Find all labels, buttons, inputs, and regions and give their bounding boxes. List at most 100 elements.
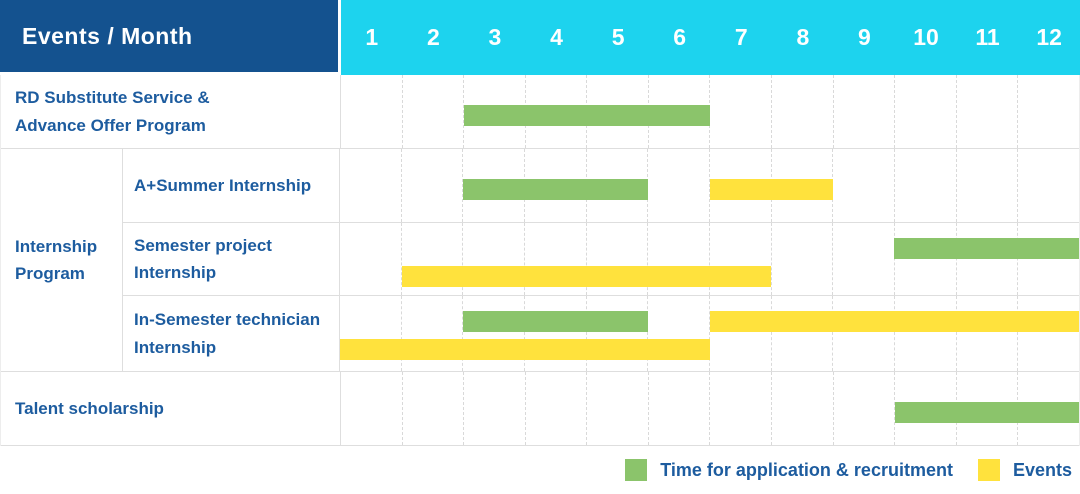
gantt-track-a-summer [340,149,1079,222]
month-column [771,372,833,445]
internship-program-subrows: A+Summer Internship Semester project Int… [123,149,1079,371]
gantt-track-in-semester [340,296,1079,371]
month-column [463,372,525,445]
row-label-text: Talent scholarship [15,398,164,418]
legend-label: Time for application & recruitment [660,459,953,480]
green-swatch-icon [625,459,648,481]
month-column [585,223,648,295]
month-label: 4 [550,24,563,50]
row-label-semester-project: Semester project Internship [123,223,340,295]
month-column [1017,296,1079,371]
gantt-bar-yellow [709,179,833,200]
month-label: 12 [1036,24,1062,50]
header-row: Events / Month 1 2 3 4 5 6 7 8 9 10 11 12 [0,0,1080,75]
month-column [832,296,894,371]
month-column [832,223,894,295]
month-column [647,296,709,371]
month-column [586,372,648,445]
month-column [401,75,464,148]
row-label-text: A+Summer Internship [134,175,312,195]
legend: Time for application & recruitment Event… [625,459,1072,481]
gantt-bar-green [463,311,648,332]
month-column [524,223,586,295]
row-semester-project-internship: Semester project Internship [123,222,1079,295]
month-column [955,223,1018,295]
month-column [462,296,524,371]
row-talent-scholarship: Talent scholarship [1,371,1079,446]
month-column [709,223,771,295]
month-column [647,149,709,222]
month-column [524,372,587,445]
month-column [341,372,402,445]
month-column [463,75,525,148]
gantt-bar-yellow [340,339,710,360]
internship-program-group: Internship Program A+Summer Internship S… [1,148,1079,371]
month-column [462,223,524,295]
month-column [647,372,710,445]
month-column [340,149,401,222]
legend-item-application-recruitment: Time for application & recruitment [625,459,953,481]
month-label: 3 [488,24,502,50]
month-column [894,223,956,295]
group-label-internship-program: Internship Program [1,149,123,371]
month-column [647,223,709,295]
month-column [832,372,895,445]
header-divider [338,0,341,75]
gantt-bar-green [464,105,710,126]
month-column [585,296,648,371]
row-label-talent-scholarship: Talent scholarship [1,372,341,445]
month-column [462,149,524,222]
gantt-body: RD Substitute Service & Advance Offer Pr… [0,75,1080,446]
month-column [709,296,771,371]
row-a-summer-internship: A+Summer Internship [123,149,1079,222]
month-column [1017,223,1079,295]
gantt-bar-yellow [709,311,1079,332]
month-label: 10 [913,24,939,50]
month-label: 1 [365,24,379,50]
month-column [894,149,956,222]
gantt-bar-green [463,179,648,200]
group-label-text: Internship Program [15,236,98,283]
month-column [894,296,956,371]
gantt-bar-green [894,402,1079,423]
month-column [340,223,401,295]
gantt-track-semester-project [340,223,1079,295]
month-label: 2 [426,24,440,50]
legend-item-events: Events [977,459,1072,481]
month-label: 11 [975,24,1000,50]
month-label: 8 [796,24,810,50]
month-column [771,75,833,148]
month-column [341,75,402,148]
gantt-bar-green [894,238,1079,259]
month-column [832,75,895,148]
legend-label: Events [1012,459,1072,480]
month-column [894,75,956,148]
row-label-a-summer-internship: A+Summer Internship [123,149,340,222]
month-column [832,149,894,222]
gantt-track-rd-substitute [341,75,1079,148]
month-column [955,75,1018,148]
events-month-header-cell: Events / Month [0,0,338,72]
row-rd-substitute: RD Substitute Service & Advance Offer Pr… [1,75,1079,148]
month-label: 5 [611,24,625,50]
month-column [770,223,833,295]
month-column [524,296,586,371]
events-month-title: Events / Month [22,22,193,49]
row-in-semester-technician: In-Semester technician Internship [123,295,1079,371]
row-label-text: Semester project Internship [134,235,272,282]
month-column [400,296,463,371]
month-column [955,149,1018,222]
month-header-row: 1 2 3 4 5 6 7 8 9 10 11 12 [341,0,1080,75]
row-label-text: RD Substitute Service & Advance Offer Pr… [15,88,210,135]
gantt-bar-yellow [401,266,772,287]
month-column [400,223,463,295]
month-column [1017,149,1079,222]
month-column [401,372,464,445]
month-label: 6 [673,24,687,50]
month-column [770,296,833,371]
row-label-in-semester-technician: In-Semester technician Internship [123,296,340,371]
month-column [1017,75,1079,148]
month-label: 9 [858,24,871,50]
row-label-rd-substitute: RD Substitute Service & Advance Offer Pr… [1,75,341,148]
